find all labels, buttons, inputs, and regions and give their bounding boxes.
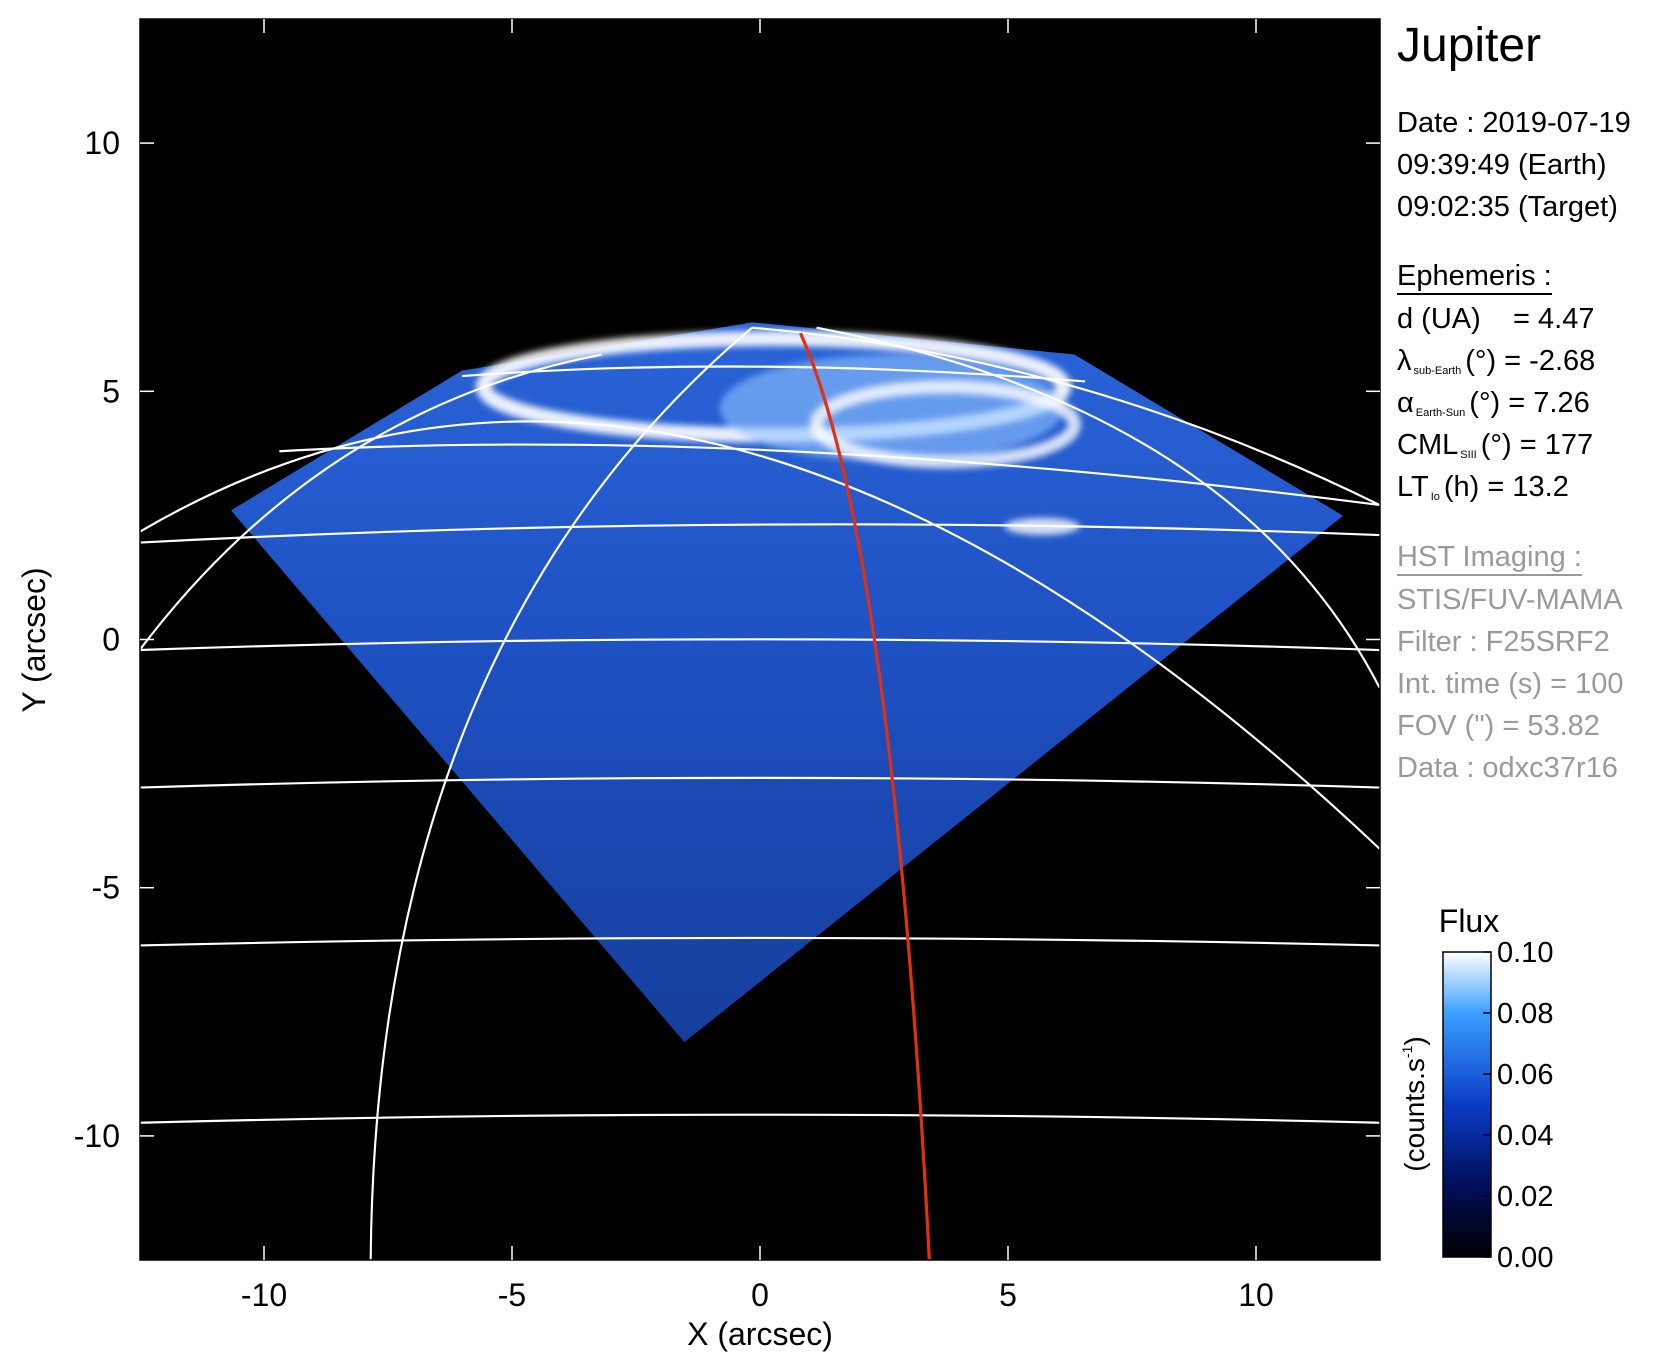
ephemeris-main: CML bbox=[1397, 429, 1459, 461]
grid-graticule bbox=[140, 326, 1380, 1260]
disk-region bbox=[230, 322, 1343, 1043]
ephemeris-line: α Earth-Sun (°) = 7.26 bbox=[1397, 389, 1590, 419]
colorbar bbox=[1442, 951, 1492, 1258]
x-tick-label: 0 bbox=[751, 1277, 769, 1313]
ephemeris-heading: Ephemeris : bbox=[1397, 262, 1552, 295]
y-tick-label: 5 bbox=[102, 373, 120, 409]
unit-part: ) bbox=[1399, 1036, 1430, 1045]
imaging-line: Filter : F25SRF2 bbox=[1397, 626, 1610, 658]
ephemeris-main: λ bbox=[1397, 345, 1412, 377]
central-meridian bbox=[798, 332, 931, 1260]
ephemeris-rest: (°) = -2.68 bbox=[1465, 345, 1596, 377]
ephemeris-main: α bbox=[1397, 387, 1414, 419]
ephemeris-line: d (UA) = 4.47 bbox=[1397, 305, 1594, 334]
colorbar-tick-label: 0.10 bbox=[1497, 937, 1553, 969]
colorbar-tick-label: 0.00 bbox=[1497, 1242, 1553, 1274]
y-tick-label: 0 bbox=[102, 622, 120, 658]
ephemeris-sub: Earth-Sun bbox=[1415, 407, 1466, 419]
unit-part: (counts.s bbox=[1399, 1058, 1430, 1172]
ephemeris-rest: (°) = 7.26 bbox=[1469, 387, 1590, 419]
unit-exponent: -1 bbox=[1399, 1045, 1415, 1058]
y-tick-label: -10 bbox=[74, 1118, 120, 1154]
colorbar-tick-label: 0.04 bbox=[1497, 1120, 1553, 1152]
ephemeris-sub: Io bbox=[1430, 491, 1440, 503]
x-tick-label: -5 bbox=[498, 1277, 526, 1313]
ephemeris-line: λ sub-Earth (°) = -2.68 bbox=[1397, 347, 1595, 377]
ephemeris-main: d (UA) = 4.47 bbox=[1397, 303, 1595, 335]
colorbar-tick-label: 0.08 bbox=[1497, 998, 1553, 1030]
imaging-line: Int. time (s) = 100 bbox=[1397, 668, 1624, 700]
y-tick-label: 10 bbox=[84, 125, 120, 161]
imaging-line: FOV (") = 53.82 bbox=[1397, 710, 1600, 742]
x-tick-label: 5 bbox=[999, 1277, 1017, 1313]
y-axis-label: Y (arcsec) bbox=[16, 567, 52, 712]
x-tick-label: -10 bbox=[241, 1277, 287, 1313]
ephemeris-sub: SIII bbox=[1460, 449, 1477, 461]
colorbar-tick-label: 0.06 bbox=[1497, 1059, 1553, 1091]
imaging-heading: HST Imaging : bbox=[1397, 543, 1582, 576]
ephemeris-sub: sub-Earth bbox=[1413, 365, 1462, 377]
colorbar-tick-label: 0.02 bbox=[1497, 1181, 1553, 1213]
colorbar-unit: (counts.s-1) bbox=[1399, 1036, 1430, 1171]
title: Jupiter bbox=[1397, 19, 1542, 72]
imaging-line: Data : odxc37r16 bbox=[1397, 752, 1618, 784]
ephemeris-line: CML SIII (°) = 177 bbox=[1397, 431, 1593, 461]
imaging-line: STIS/FUV-MAMA bbox=[1397, 584, 1623, 616]
ephemeris-line: LT Io (h) = 13.2 bbox=[1397, 473, 1569, 503]
ephemeris-main: LT bbox=[1397, 471, 1429, 503]
x-axis-label: X (arcsec) bbox=[687, 1316, 833, 1352]
x-tick-label: 10 bbox=[1238, 1277, 1274, 1313]
info-line: 09:02:35 (Target) bbox=[1397, 191, 1618, 223]
image bbox=[140, 322, 1380, 1260]
info-line: Date : 2019-07-19 bbox=[1397, 107, 1631, 139]
colorbar-label: Flux bbox=[1439, 903, 1499, 939]
ephemeris-rest: (h) = 13.2 bbox=[1443, 471, 1569, 503]
y-tick-label: -5 bbox=[92, 870, 120, 906]
ephemeris-rest: (°) = 177 bbox=[1480, 429, 1594, 461]
info-line: 09:39:49 (Earth) bbox=[1397, 149, 1607, 181]
